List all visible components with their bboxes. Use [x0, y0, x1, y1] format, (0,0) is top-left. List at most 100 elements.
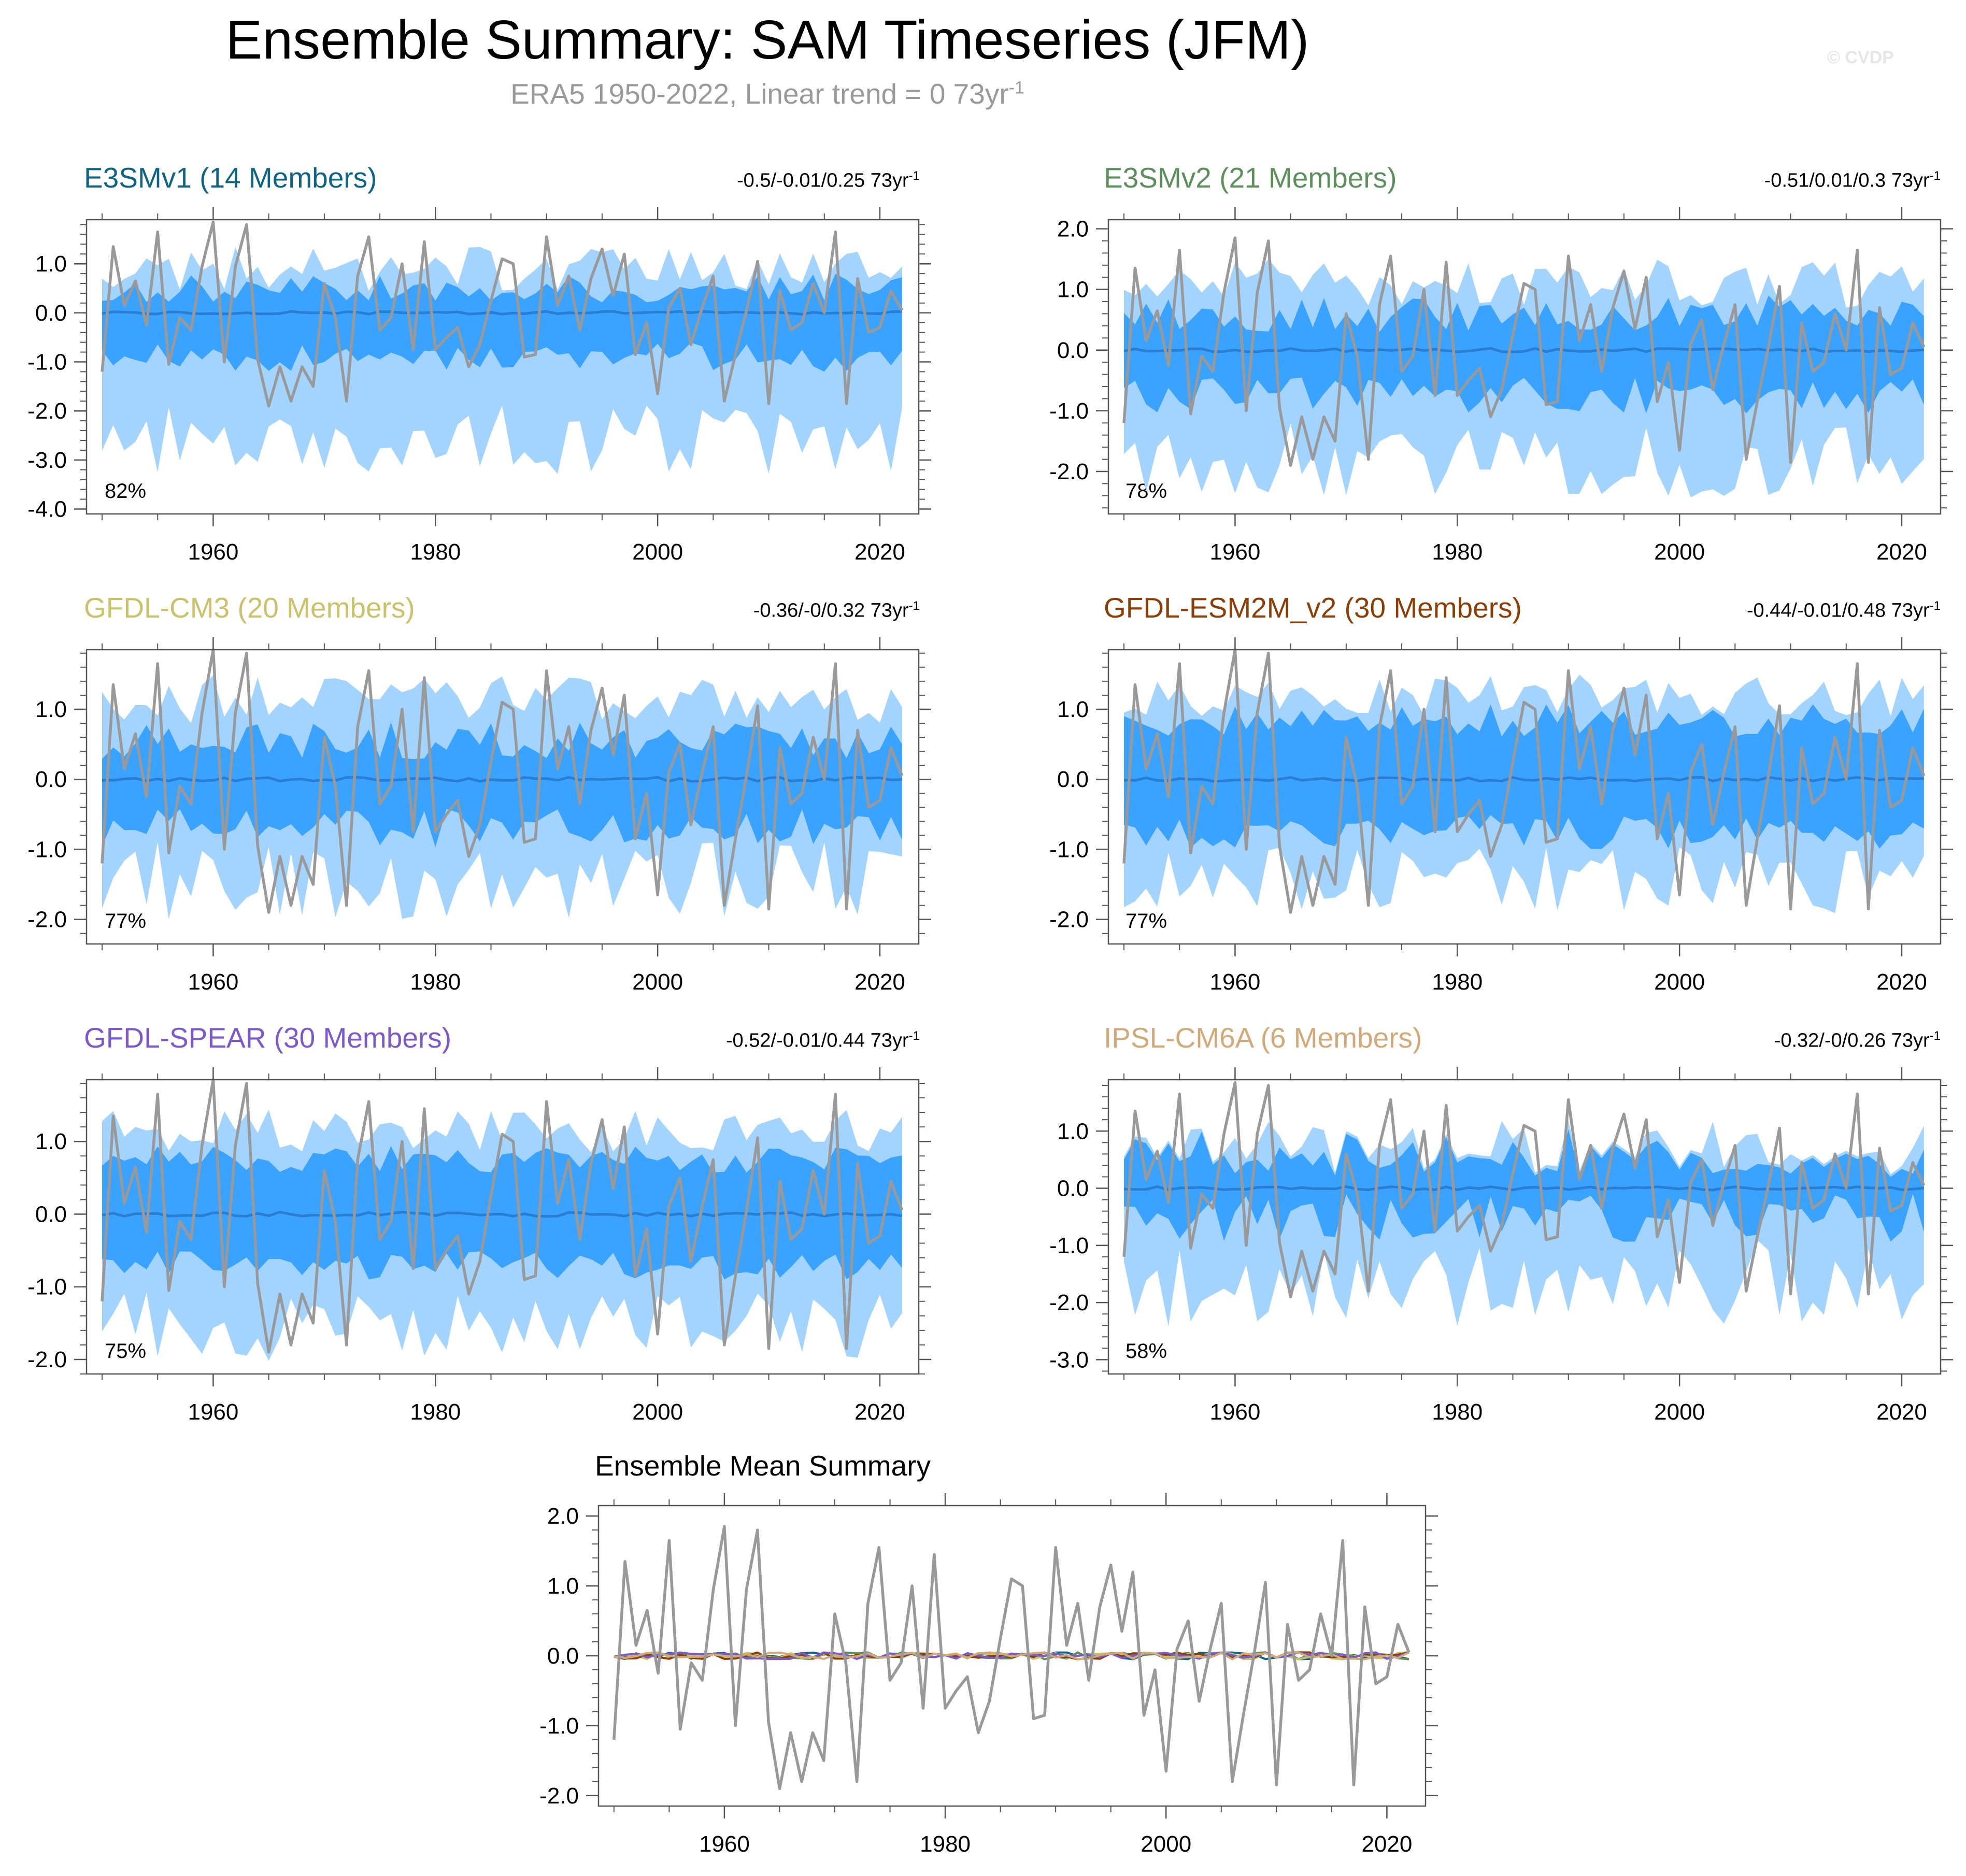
panel-2-x-tick-label: 2000	[632, 969, 683, 995]
ensemble-mean-x-tick-label: 1980	[920, 1831, 971, 1857]
panel-4-x-tick-label: 2000	[632, 1399, 683, 1425]
panel-2-ensemble-mean-line	[102, 776, 902, 783]
panel-0-ensemble-mean-line	[102, 310, 902, 316]
panel-5-x-tick-label: 1960	[1209, 1399, 1260, 1425]
panel-title-gfdl-cm3: GFDL-CM3 (20 Members)	[84, 592, 415, 624]
panel-4-inner-spread-band	[102, 1145, 902, 1280]
ensemble-mean-frame	[597, 1505, 1427, 1807]
panel-2-inner-spread-band	[102, 722, 902, 848]
panel-3-y-tick-label: 0.0	[1057, 767, 1089, 792]
ensemble-mean-y-tick-label: -2.0	[539, 1783, 579, 1809]
panel-0-y-tick-label: -2.0	[27, 398, 67, 424]
panel-2-era5-observed-line	[101, 648, 904, 914]
trend-text: -0.51/0.01/0.3 73yr	[1764, 169, 1930, 192]
ensemble-mean-title: Ensemble Mean Summary	[595, 1450, 931, 1482]
panel-3-plot: 1.0 0.0 -1.0 -2.0 1960 1980 2000 2020	[1049, 637, 1953, 995]
panel-0-era5-observed-line	[101, 220, 904, 408]
ensemble-mean-series-line	[614, 1651, 1409, 1660]
panel-percent-ipsl-cm6a: 58%	[1126, 1340, 1167, 1363]
panel-3-ensemble-mean-line	[1124, 776, 1924, 783]
panel-4-ensemble-mean-line	[102, 1210, 903, 1218]
panel-5-era5-observed-line	[1122, 1081, 1926, 1298]
panel-2-x-tick-label: 1960	[188, 969, 238, 995]
panel-1-plot: 2.0 1.0 0.0 -1.0 -2.0 1960 1980 2000 2020	[1049, 207, 1953, 565]
panel-1-era5-observed-line	[1122, 236, 1926, 467]
trend-exponent: -1	[1929, 599, 1941, 613]
panel-1-y-tick-label: -2.0	[1049, 459, 1089, 484]
panel-0-frame	[86, 219, 920, 515]
panel-4-era5-observed-line	[101, 1078, 904, 1354]
panel-trend-gfdl-esm2m: -0.44/-0.01/0.48 73yr-1	[1747, 600, 1941, 621]
panel-0-y-tick-label: 0.0	[35, 300, 67, 326]
panel-0-plot: 1.0 0.0 -1.0 -2.0 -3.0 -4.0 1960 1980 2000 2020	[27, 207, 931, 565]
panel-5-x-tick-label: 2020	[1876, 1399, 1927, 1425]
panel-percent-gfdl-cm3: 77%	[105, 910, 147, 933]
panel-1-y-tick-label: 2.0	[1057, 217, 1089, 242]
panel-5-x-tick-label: 2000	[1654, 1399, 1705, 1425]
panel-2-y-tick-label: 1.0	[35, 697, 67, 722]
panel-5-x-tick-label: 1980	[1432, 1399, 1483, 1425]
panel-1-y-tick-label: 1.0	[1057, 277, 1089, 303]
ensemble-mean-y-tick-label: 1.0	[547, 1573, 579, 1599]
panel-3-x-tick-label: 2000	[1654, 969, 1705, 995]
panel-3-x-tick-label: 1960	[1209, 969, 1260, 995]
panel-2-y-tick-label: -2.0	[27, 907, 67, 933]
panel-2-x-tick-label: 1980	[410, 969, 461, 995]
panel-5-ensemble-mean-line	[1123, 1185, 1925, 1192]
panel-5-y-tick-label: -3.0	[1049, 1347, 1089, 1372]
cvdp-credit: © CVDP	[1827, 48, 1894, 67]
panel-5-plot: 1.0 0.0 -1.0 -2.0 -3.0 1960 1980 2000 2020	[1049, 1067, 1953, 1425]
panel-1-x-tick-label: 2020	[1876, 539, 1927, 565]
ensemble-mean-y-tick-label: 0.0	[547, 1643, 579, 1669]
figure-title: Ensemble Summary: SAM Timeseries (JFM)	[225, 9, 1309, 70]
panel-5-y-tick-label: 0.0	[1057, 1176, 1089, 1201]
panel-4-x-tick-label: 2020	[854, 1399, 905, 1425]
panel-0-x-tick-label: 2000	[632, 539, 683, 565]
panel-0-y-tick-label: -1.0	[27, 350, 67, 375]
panel-4-y-tick-label: -2.0	[27, 1347, 67, 1372]
panel-0-y-tick-label: -4.0	[27, 497, 67, 522]
panel-2-y-tick-label: -1.0	[27, 837, 67, 862]
trend-text: -0.5/-0.01/0.25 73yr	[737, 169, 909, 192]
panel-1-inner-spread-band	[1124, 295, 1924, 414]
panel-4-y-tick-label: -1.0	[27, 1274, 67, 1300]
panel-0-inner-spread-band	[102, 274, 902, 372]
trend-exponent: -1	[1929, 169, 1941, 183]
panel-1-x-tick-label: 1960	[1209, 539, 1260, 565]
panel-1-y-tick-label: -1.0	[1049, 398, 1089, 424]
panel-4-y-tick-label: 1.0	[35, 1129, 67, 1154]
panel-2-plot: 1.0 0.0 -1.0 -2.0 1960 1980 2000 2020	[27, 637, 931, 995]
panel-5-y-tick-label: -1.0	[1049, 1233, 1089, 1258]
panel-4-x-tick-label: 1980	[410, 1399, 461, 1425]
panel-title-e3smv1: E3SMv1 (14 Members)	[84, 162, 377, 194]
panel-4-frame	[86, 1079, 920, 1375]
panel-3-frame	[1107, 649, 1942, 945]
panel-title-gfdl-esm2m: GFDL-ESM2M_v2 (30 Members)	[1104, 592, 1522, 624]
ensemble-mean-plot: 2.0 1.0 0.0 -1.0 -2.0 1960 1980 2000 2020	[539, 1493, 1438, 1857]
panel-0-x-tick-label: 2020	[854, 539, 905, 565]
ensemble-mean-y-tick-label: -1.0	[539, 1713, 579, 1739]
trend-text: -0.52/-0.01/0.44 73yr	[725, 1029, 909, 1052]
panel-trend-gfdl-cm3: -0.36/-0/0.32 73yr-1	[753, 600, 920, 621]
panel-3-x-tick-label: 2020	[1876, 969, 1927, 995]
panel-trend-e3smv1: -0.5/-0.01/0.25 73yr-1	[737, 170, 920, 191]
panel-percent-gfdl-spear: 75%	[105, 1340, 147, 1363]
panel-title-e3smv2: E3SMv2 (21 Members)	[1104, 162, 1397, 194]
panel-trend-gfdl-spear: -0.52/-0.01/0.44 73yr-1	[726, 1030, 920, 1051]
panel-trend-ipsl-cm6a: -0.32/-0/0.26 73yr-1	[1774, 1030, 1941, 1051]
panel-1-x-tick-label: 2000	[1654, 539, 1705, 565]
panel-0-x-tick-label: 1980	[410, 539, 461, 565]
panel-1-y-tick-label: 0.0	[1057, 338, 1089, 363]
ensemble-mean-x-tick-label: 2000	[1141, 1831, 1191, 1857]
panel-3-y-tick-label: -2.0	[1049, 907, 1089, 933]
panel-percent-e3smv1: 82%	[105, 480, 147, 503]
ensemble-mean-y-tick-label: 2.0	[547, 1503, 579, 1529]
panel-3-x-tick-label: 1980	[1432, 969, 1483, 995]
trend-exponent: -1	[1929, 1029, 1941, 1043]
panel-1-frame	[1107, 219, 1942, 515]
panel-0-x-tick-label: 1960	[188, 539, 238, 565]
ensemble-mean-x-tick-label: 1960	[699, 1831, 750, 1857]
panel-4-x-tick-label: 1960	[188, 1399, 238, 1425]
panel-2-x-tick-label: 2020	[854, 969, 905, 995]
